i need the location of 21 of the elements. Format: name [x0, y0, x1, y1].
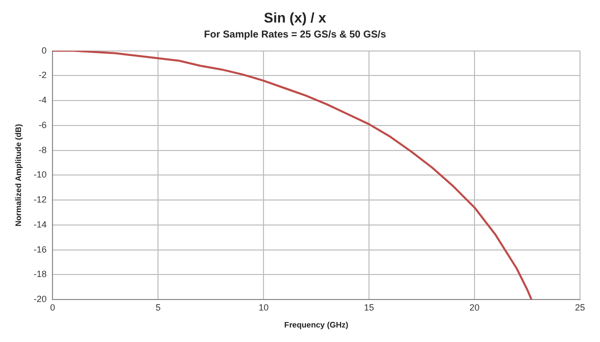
y-tick-label: -2 [38, 70, 47, 80]
y-tick-label: -4 [38, 95, 47, 106]
y-tick-label: -14 [34, 219, 47, 230]
chart-title: Sin (x) / x [264, 9, 326, 26]
y-tick-label: 0 [42, 45, 47, 56]
y-tick-label: -20 [34, 294, 47, 304]
y-tick-label: -10 [34, 170, 47, 180]
x-tick-label: 0 [50, 302, 56, 312]
x-tick-label: 10 [258, 302, 269, 312]
x-tick-label: 20 [470, 302, 480, 312]
y-axis-title: Normalized Amplitude (dB) [14, 124, 24, 226]
x-tick-label: 15 [364, 302, 374, 312]
x-axis-title: Frequency (GHz) [284, 320, 349, 330]
y-tick-label: -8 [38, 144, 47, 155]
y-tick-label: -12 [34, 194, 47, 205]
x-tick-label: 5 [156, 302, 161, 312]
x-tick-label: 25 [574, 302, 586, 312]
chart-subtitle: For Sample Rates = 25 GS/s & 50 GS/s [204, 30, 386, 41]
y-tick-label: -6 [38, 120, 47, 130]
y-tick-label: -16 [34, 244, 47, 254]
y-tick-label: -18 [34, 269, 47, 280]
